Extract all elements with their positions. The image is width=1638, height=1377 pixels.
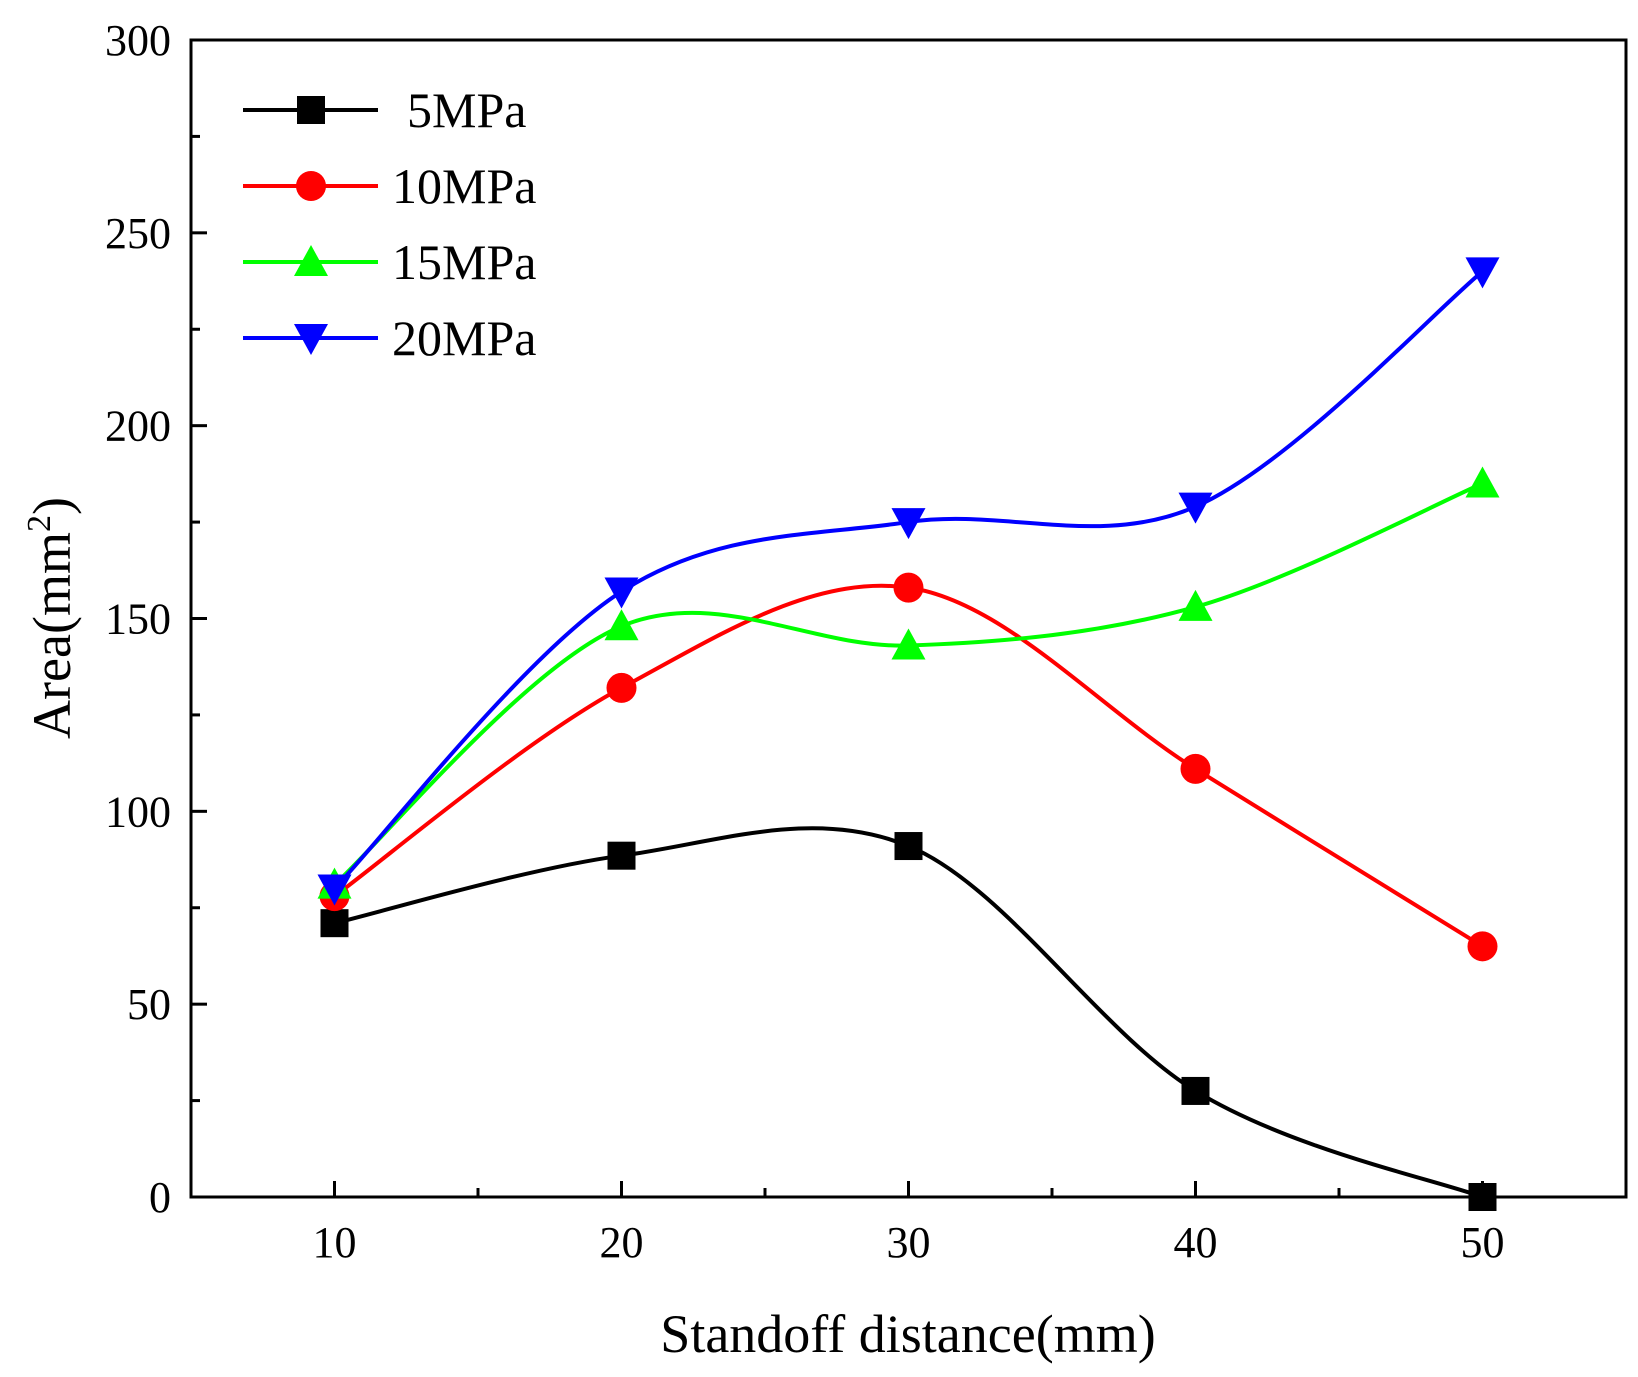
point-20MPa-x50 bbox=[1465, 257, 1500, 289]
y-axis: 0 50 100 150 200 250 300 bbox=[105, 16, 207, 1222]
point-5MPa-x30 bbox=[894, 832, 923, 861]
point-10MPa-x40 bbox=[1180, 753, 1211, 784]
point-20MPa-x30 bbox=[891, 508, 926, 540]
point-20MPa-x40 bbox=[1178, 492, 1213, 524]
point-5MPa-x10 bbox=[320, 909, 349, 938]
legend-marker-5MPa bbox=[297, 96, 325, 124]
point-5MPa-x20 bbox=[607, 841, 636, 870]
legend-item-5MPa: 5MPa bbox=[243, 82, 526, 138]
point-15MPa-x50 bbox=[1465, 466, 1500, 498]
x-tick-label-20: 20 bbox=[600, 1218, 644, 1267]
legend-marker-10MPa bbox=[296, 171, 326, 201]
y-tick-label-200: 200 bbox=[105, 402, 171, 451]
legend-item-10MPa: 10MPa bbox=[243, 158, 536, 214]
legend-label-10MPa: 10MPa bbox=[392, 158, 536, 214]
legend-label-20MPa: 20MPa bbox=[392, 310, 536, 366]
point-15MPa-x20 bbox=[604, 609, 639, 641]
y-tick-label-250: 250 bbox=[105, 209, 171, 258]
series-20MPa bbox=[317, 257, 1500, 906]
y-axis-title: Area(mm2) bbox=[21, 497, 82, 739]
legend-marker-20MPa bbox=[294, 324, 328, 355]
x-tick-label-10: 10 bbox=[313, 1218, 357, 1267]
y-tick-label-0: 0 bbox=[149, 1173, 171, 1222]
series-5MPa bbox=[320, 826, 1497, 1211]
y-tick-label-100: 100 bbox=[105, 787, 171, 836]
point-10MPa-x30 bbox=[893, 572, 924, 603]
legend-item-15MPa: 15MPa bbox=[243, 234, 536, 290]
point-5MPa-x40 bbox=[1181, 1076, 1210, 1105]
y-axis-title-close: ) bbox=[22, 497, 82, 515]
y-tick-label-150: 150 bbox=[105, 595, 171, 644]
series-line-15MPa bbox=[333, 481, 1484, 887]
point-20MPa-x10 bbox=[317, 874, 352, 906]
legend-marker-15MPa bbox=[294, 245, 328, 276]
series-layer bbox=[317, 257, 1500, 1211]
x-tick-label-40: 40 bbox=[1174, 1218, 1218, 1267]
y-axis-title-base: Area(mm bbox=[22, 532, 82, 739]
x-tick-label-30: 30 bbox=[887, 1218, 931, 1267]
y-tick-label-50: 50 bbox=[127, 980, 171, 1029]
legend-label-15MPa: 15MPa bbox=[392, 234, 536, 290]
point-20MPa-x20 bbox=[604, 577, 639, 609]
point-15MPa-x40 bbox=[1178, 589, 1213, 621]
x-axis: 10 20 30 40 50 bbox=[313, 1181, 1505, 1267]
legend: 5MPa 10MPa 15MPa 20MPa bbox=[243, 82, 536, 366]
y-axis-title-superscript: 2 bbox=[21, 515, 58, 532]
x-tick-label-50: 50 bbox=[1461, 1218, 1505, 1267]
x-axis-title: Standoff distance(mm) bbox=[660, 1304, 1155, 1364]
point-15MPa-x30 bbox=[891, 628, 926, 660]
legend-item-20MPa: 20MPa bbox=[243, 310, 536, 366]
series-line-5MPa bbox=[334, 826, 1484, 1199]
point-10MPa-x20 bbox=[606, 672, 637, 703]
legend-label-5MPa: 5MPa bbox=[407, 82, 526, 138]
point-10MPa-x50 bbox=[1467, 931, 1498, 962]
y-tick-label-300: 300 bbox=[105, 16, 171, 65]
